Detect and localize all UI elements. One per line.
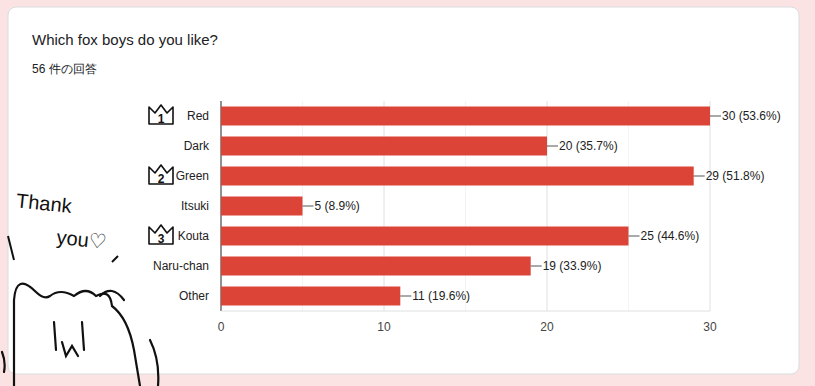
data-label: 30 (53.6%) — [722, 109, 781, 123]
category-label: Green — [176, 169, 209, 183]
grid-line — [384, 101, 385, 311]
category-label: Dark — [184, 139, 210, 153]
tick-label: 20 — [540, 320, 554, 334]
data-label: 25 (44.6%) — [641, 229, 700, 243]
tick-label: 0 — [218, 320, 225, 334]
bar — [221, 107, 710, 126]
label-connector — [629, 236, 640, 237]
data-label: 20 (35.7%) — [559, 139, 618, 153]
rank-label: 1 — [158, 112, 165, 126]
label-connector — [547, 146, 558, 147]
label-connector — [694, 176, 705, 177]
handwritten-note: Thank you♡ — [12, 189, 111, 253]
chart: Which fox boys do you like? 56 件の回答 0 10 20 3… — [0, 0, 815, 386]
bar — [221, 137, 547, 156]
label-connector — [531, 266, 542, 267]
bar — [221, 227, 629, 246]
grid-line — [547, 101, 548, 311]
rank-label: 3 — [158, 232, 165, 246]
doodle — [8, 236, 118, 262]
note-line: you♡ — [56, 226, 108, 253]
card — [8, 7, 799, 374]
bar — [221, 287, 400, 306]
minor-grid-line — [465, 101, 466, 311]
data-label: 5 (8.9%) — [315, 199, 360, 213]
data-label: 29 (51.8%) — [706, 169, 765, 183]
bar — [221, 257, 531, 276]
tick-label: 30 — [703, 320, 717, 334]
category-label: Red — [187, 109, 209, 123]
data-label: 11 (19.6%) — [412, 289, 470, 303]
note-line: Thank — [15, 189, 74, 217]
category-label: Naru-chan — [153, 259, 209, 273]
data-label: 19 (33.9%) — [543, 259, 602, 273]
tick-label: 10 — [377, 320, 391, 334]
cat-doodle — [2, 284, 158, 386]
label-connector — [710, 116, 721, 117]
minor-grid-line — [628, 101, 629, 311]
category-label: Other — [179, 289, 209, 303]
category-label: Kouta — [178, 229, 210, 243]
bars — [221, 107, 710, 306]
category-label: Itsuki — [181, 199, 209, 213]
label-connector — [400, 296, 411, 297]
label-connector — [303, 206, 314, 207]
bar — [221, 167, 694, 186]
subtitle: 56 件の回答 — [32, 62, 97, 76]
axis-line — [221, 311, 710, 312]
bar — [221, 197, 303, 216]
title: Which fox boys do you like? — [32, 31, 218, 48]
rank-label: 2 — [158, 172, 165, 186]
grid-line — [710, 101, 711, 311]
